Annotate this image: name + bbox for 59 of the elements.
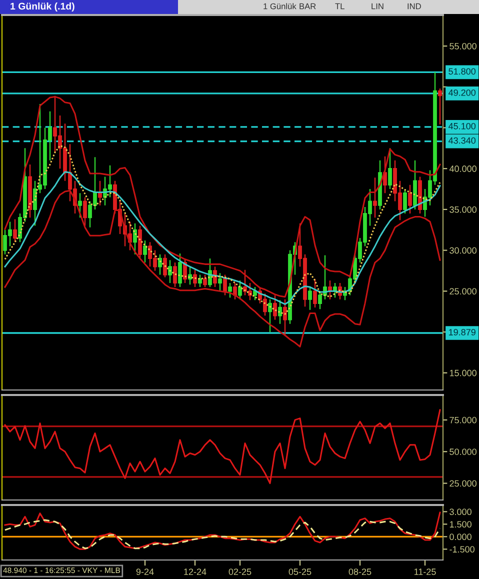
candlestick [83, 196, 87, 226]
y-tick-label: 75.000 [450, 416, 477, 424]
candlestick [203, 274, 207, 288]
line-series [4, 519, 441, 550]
text: IND [408, 3, 421, 10]
candlestick [163, 254, 167, 278]
y-tick-label: 15.000 [450, 370, 477, 376]
line-series [4, 144, 441, 315]
y-tick-label: 30.000 [450, 247, 477, 254]
candlestick [178, 253, 182, 288]
candlestick [403, 188, 407, 214]
line-series [4, 409, 441, 484]
chart-title: 1 Günlük (.1d) [10, 2, 74, 12]
y-tick-label: 1.500 [450, 521, 472, 528]
x-tick-label: 05-25 [288, 568, 312, 575]
candlestick [138, 225, 142, 260]
y-tick-label: 40.000 [449, 166, 477, 172]
text: TL [335, 3, 344, 10]
candlestick [413, 160, 417, 210]
candlestick [373, 177, 377, 218]
y-tick-label: 35.000 [450, 206, 477, 213]
x-tick-label: 02-25 [228, 568, 252, 575]
candlestick [168, 260, 172, 284]
y-tick-label: 3.000 [450, 508, 472, 516]
x-tick-label: 08-25 [348, 568, 372, 575]
y-tick-label: 0.000 [450, 534, 472, 540]
candlestick [13, 218, 17, 243]
line-series [4, 96, 441, 298]
ref-line-label: 19.879 [448, 329, 476, 336]
candlestick [28, 164, 32, 218]
candlestick [388, 148, 392, 190]
y-tick-label: -1.500 [450, 546, 474, 553]
y-tick-label: 25.000 [450, 480, 477, 487]
candlestick [313, 278, 317, 308]
ref-line-label: 45.100 [448, 122, 476, 130]
line-series [4, 512, 441, 550]
text: LIN [372, 3, 384, 10]
candlestick [173, 262, 177, 288]
x-tick-label: 12-24 [184, 568, 206, 575]
candlestick [408, 184, 412, 214]
text: BAR [300, 3, 316, 10]
y-tick-label: 50.000 [450, 448, 477, 455]
candlestick [228, 282, 232, 298]
line-series [4, 171, 441, 305]
candlestick [283, 298, 287, 337]
ref-line-label: 51.800 [448, 68, 476, 75]
line-series [4, 190, 441, 348]
y-tick-label: 25.000 [450, 288, 477, 295]
x-tick-label: 9-24 [136, 568, 154, 575]
text: 1 Günlük [264, 3, 296, 10]
candlestick [308, 286, 312, 310]
candlestick [418, 176, 422, 214]
candlestick [193, 269, 197, 288]
y-tick-label: 55.000 [450, 43, 477, 50]
ref-line-label: 43.340 [448, 137, 476, 144]
candlestick [438, 88, 442, 126]
candlestick [143, 240, 147, 264]
ref-line-label: 49.200 [448, 89, 476, 96]
x-tick-label: 11-25 [414, 568, 436, 575]
